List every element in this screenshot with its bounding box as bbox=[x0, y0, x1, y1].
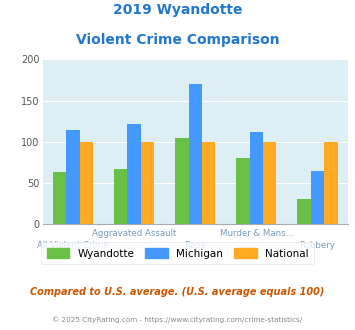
Text: 2019 Wyandotte: 2019 Wyandotte bbox=[113, 3, 242, 17]
Text: Rape: Rape bbox=[184, 241, 206, 250]
Text: Compared to U.S. average. (U.S. average equals 100): Compared to U.S. average. (U.S. average … bbox=[30, 287, 325, 297]
Bar bbox=[263, 142, 277, 224]
Text: Murder & Mans...: Murder & Mans... bbox=[219, 229, 293, 238]
Bar bbox=[324, 142, 338, 224]
Bar bbox=[175, 138, 189, 224]
Bar bbox=[66, 129, 80, 224]
Bar bbox=[114, 169, 127, 224]
Bar bbox=[141, 142, 154, 224]
Text: Robbery: Robbery bbox=[299, 241, 335, 250]
Bar bbox=[250, 132, 263, 224]
Text: © 2025 CityRating.com - https://www.cityrating.com/crime-statistics/: © 2025 CityRating.com - https://www.city… bbox=[53, 317, 302, 323]
Bar bbox=[202, 142, 215, 224]
Text: Aggravated Assault: Aggravated Assault bbox=[92, 229, 176, 238]
Legend: Wyandotte, Michigan, National: Wyandotte, Michigan, National bbox=[41, 243, 314, 264]
Bar bbox=[80, 142, 93, 224]
Text: All Violent Crime: All Violent Crime bbox=[37, 241, 109, 250]
Bar bbox=[127, 124, 141, 224]
Text: Violent Crime Comparison: Violent Crime Comparison bbox=[76, 33, 279, 47]
Bar bbox=[236, 158, 250, 224]
Bar bbox=[189, 84, 202, 224]
Bar bbox=[297, 199, 311, 224]
Bar bbox=[53, 172, 66, 224]
Bar bbox=[311, 171, 324, 224]
